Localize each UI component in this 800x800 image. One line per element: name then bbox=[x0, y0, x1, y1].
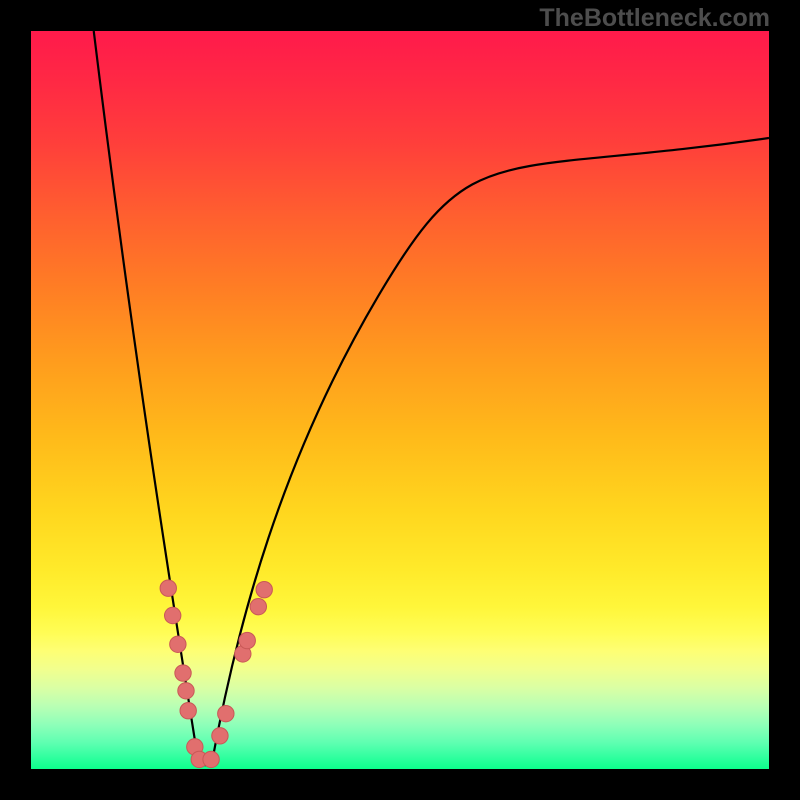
chart-container: TheBottleneck.com bbox=[0, 0, 800, 800]
marker-group bbox=[160, 580, 272, 768]
data-marker bbox=[175, 665, 191, 681]
data-marker bbox=[218, 705, 234, 721]
data-marker bbox=[212, 728, 228, 744]
data-marker bbox=[250, 598, 266, 614]
curve-left bbox=[94, 31, 199, 763]
data-marker bbox=[160, 580, 176, 596]
data-marker bbox=[178, 683, 194, 699]
data-marker bbox=[180, 702, 196, 718]
data-marker bbox=[203, 751, 219, 767]
chart-svg-layer bbox=[31, 31, 769, 769]
data-marker bbox=[170, 636, 186, 652]
watermark-text: TheBottleneck.com bbox=[539, 4, 770, 33]
data-marker bbox=[239, 632, 255, 648]
plot-area bbox=[31, 31, 769, 769]
curve-right bbox=[212, 138, 769, 763]
data-marker bbox=[164, 607, 180, 623]
data-marker bbox=[256, 581, 272, 597]
